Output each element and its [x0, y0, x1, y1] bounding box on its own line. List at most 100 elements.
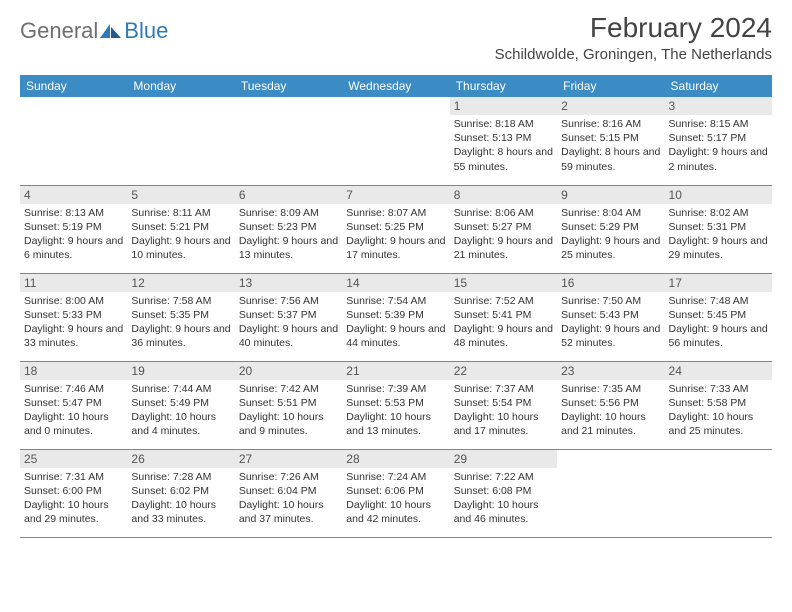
day-header: Sunday: [20, 75, 127, 97]
day-data: Sunrise: 8:02 AMSunset: 5:31 PMDaylight:…: [665, 204, 772, 265]
day-cell: 17Sunrise: 7:48 AMSunset: 5:45 PMDayligh…: [665, 273, 772, 361]
day-cell: [665, 449, 772, 537]
week-row: 18Sunrise: 7:46 AMSunset: 5:47 PMDayligh…: [20, 361, 772, 449]
day-cell: 2Sunrise: 8:16 AMSunset: 5:15 PMDaylight…: [557, 97, 664, 185]
day-number: 8: [450, 186, 557, 204]
day-number: 21: [342, 362, 449, 380]
day-cell: 8Sunrise: 8:06 AMSunset: 5:27 PMDaylight…: [450, 185, 557, 273]
day-header: Saturday: [665, 75, 772, 97]
day-number: 18: [20, 362, 127, 380]
day-number: 15: [450, 274, 557, 292]
day-cell: [235, 97, 342, 185]
day-cell: 11Sunrise: 8:00 AMSunset: 5:33 PMDayligh…: [20, 273, 127, 361]
day-data: Sunrise: 7:33 AMSunset: 5:58 PMDaylight:…: [665, 380, 772, 441]
day-cell: 25Sunrise: 7:31 AMSunset: 6:00 PMDayligh…: [20, 449, 127, 537]
day-number: 6: [235, 186, 342, 204]
day-number: 22: [450, 362, 557, 380]
day-data: Sunrise: 8:18 AMSunset: 5:13 PMDaylight:…: [450, 115, 557, 176]
day-cell: 5Sunrise: 8:11 AMSunset: 5:21 PMDaylight…: [127, 185, 234, 273]
day-data: Sunrise: 7:28 AMSunset: 6:02 PMDaylight:…: [127, 468, 234, 529]
logo: General Blue: [20, 18, 168, 44]
day-number: 1: [450, 97, 557, 115]
location-text: Schildwolde, Groningen, The Netherlands: [495, 46, 772, 63]
day-number: 4: [20, 186, 127, 204]
day-cell: 3Sunrise: 8:15 AMSunset: 5:17 PMDaylight…: [665, 97, 772, 185]
day-cell: 27Sunrise: 7:26 AMSunset: 6:04 PMDayligh…: [235, 449, 342, 537]
day-data: Sunrise: 8:16 AMSunset: 5:15 PMDaylight:…: [557, 115, 664, 176]
day-cell: 21Sunrise: 7:39 AMSunset: 5:53 PMDayligh…: [342, 361, 449, 449]
day-data: Sunrise: 7:44 AMSunset: 5:49 PMDaylight:…: [127, 380, 234, 441]
day-data: Sunrise: 8:00 AMSunset: 5:33 PMDaylight:…: [20, 292, 127, 353]
day-cell: 24Sunrise: 7:33 AMSunset: 5:58 PMDayligh…: [665, 361, 772, 449]
day-data: Sunrise: 7:39 AMSunset: 5:53 PMDaylight:…: [342, 380, 449, 441]
day-number: 2: [557, 97, 664, 115]
day-data: Sunrise: 7:56 AMSunset: 5:37 PMDaylight:…: [235, 292, 342, 353]
day-data: Sunrise: 7:26 AMSunset: 6:04 PMDaylight:…: [235, 468, 342, 529]
day-cell: [557, 449, 664, 537]
day-data: Sunrise: 7:50 AMSunset: 5:43 PMDaylight:…: [557, 292, 664, 353]
day-header: Friday: [557, 75, 664, 97]
logo-text-blue: Blue: [124, 18, 168, 44]
day-data: Sunrise: 7:22 AMSunset: 6:08 PMDaylight:…: [450, 468, 557, 529]
week-row: 4Sunrise: 8:13 AMSunset: 5:19 PMDaylight…: [20, 185, 772, 273]
day-data: Sunrise: 7:48 AMSunset: 5:45 PMDaylight:…: [665, 292, 772, 353]
day-data: Sunrise: 7:42 AMSunset: 5:51 PMDaylight:…: [235, 380, 342, 441]
day-data: Sunrise: 7:37 AMSunset: 5:54 PMDaylight:…: [450, 380, 557, 441]
day-data: Sunrise: 7:46 AMSunset: 5:47 PMDaylight:…: [20, 380, 127, 441]
day-data: Sunrise: 8:15 AMSunset: 5:17 PMDaylight:…: [665, 115, 772, 176]
day-cell: 15Sunrise: 7:52 AMSunset: 5:41 PMDayligh…: [450, 273, 557, 361]
header: General Blue February 2024 Schildwolde, …: [0, 0, 792, 69]
day-data: Sunrise: 8:06 AMSunset: 5:27 PMDaylight:…: [450, 204, 557, 265]
day-number: 3: [665, 97, 772, 115]
calendar-table: SundayMondayTuesdayWednesdayThursdayFrid…: [20, 75, 772, 538]
day-number: 12: [127, 274, 234, 292]
day-cell: 14Sunrise: 7:54 AMSunset: 5:39 PMDayligh…: [342, 273, 449, 361]
day-data: Sunrise: 7:54 AMSunset: 5:39 PMDaylight:…: [342, 292, 449, 353]
day-cell: 28Sunrise: 7:24 AMSunset: 6:06 PMDayligh…: [342, 449, 449, 537]
day-number: 25: [20, 450, 127, 468]
logo-triangle-icon: [100, 22, 122, 40]
day-data: Sunrise: 7:24 AMSunset: 6:06 PMDaylight:…: [342, 468, 449, 529]
day-number: 16: [557, 274, 664, 292]
week-row: 11Sunrise: 8:00 AMSunset: 5:33 PMDayligh…: [20, 273, 772, 361]
day-number: 13: [235, 274, 342, 292]
day-data: Sunrise: 7:31 AMSunset: 6:00 PMDaylight:…: [20, 468, 127, 529]
day-number: 28: [342, 450, 449, 468]
day-number: 29: [450, 450, 557, 468]
day-number: 7: [342, 186, 449, 204]
logo-text-general: General: [20, 18, 98, 44]
day-number: 9: [557, 186, 664, 204]
day-data: Sunrise: 8:07 AMSunset: 5:25 PMDaylight:…: [342, 204, 449, 265]
day-number: 10: [665, 186, 772, 204]
day-number: 19: [127, 362, 234, 380]
day-number: 14: [342, 274, 449, 292]
day-data: Sunrise: 8:13 AMSunset: 5:19 PMDaylight:…: [20, 204, 127, 265]
title-block: February 2024 Schildwolde, Groningen, Th…: [495, 12, 772, 63]
day-cell: 1Sunrise: 8:18 AMSunset: 5:13 PMDaylight…: [450, 97, 557, 185]
week-row: 1Sunrise: 8:18 AMSunset: 5:13 PMDaylight…: [20, 97, 772, 185]
day-cell: [127, 97, 234, 185]
day-header: Thursday: [450, 75, 557, 97]
day-header: Wednesday: [342, 75, 449, 97]
day-cell: 6Sunrise: 8:09 AMSunset: 5:23 PMDaylight…: [235, 185, 342, 273]
day-cell: 22Sunrise: 7:37 AMSunset: 5:54 PMDayligh…: [450, 361, 557, 449]
day-number: 26: [127, 450, 234, 468]
day-cell: 26Sunrise: 7:28 AMSunset: 6:02 PMDayligh…: [127, 449, 234, 537]
day-data: Sunrise: 7:58 AMSunset: 5:35 PMDaylight:…: [127, 292, 234, 353]
day-header: Monday: [127, 75, 234, 97]
day-header-row: SundayMondayTuesdayWednesdayThursdayFrid…: [20, 75, 772, 97]
day-cell: 13Sunrise: 7:56 AMSunset: 5:37 PMDayligh…: [235, 273, 342, 361]
day-cell: 20Sunrise: 7:42 AMSunset: 5:51 PMDayligh…: [235, 361, 342, 449]
day-cell: 19Sunrise: 7:44 AMSunset: 5:49 PMDayligh…: [127, 361, 234, 449]
day-number: 20: [235, 362, 342, 380]
day-cell: 10Sunrise: 8:02 AMSunset: 5:31 PMDayligh…: [665, 185, 772, 273]
day-cell: 23Sunrise: 7:35 AMSunset: 5:56 PMDayligh…: [557, 361, 664, 449]
day-cell: 16Sunrise: 7:50 AMSunset: 5:43 PMDayligh…: [557, 273, 664, 361]
day-cell: 7Sunrise: 8:07 AMSunset: 5:25 PMDaylight…: [342, 185, 449, 273]
day-cell: [20, 97, 127, 185]
day-cell: 4Sunrise: 8:13 AMSunset: 5:19 PMDaylight…: [20, 185, 127, 273]
day-number: 17: [665, 274, 772, 292]
day-cell: 9Sunrise: 8:04 AMSunset: 5:29 PMDaylight…: [557, 185, 664, 273]
week-row: 25Sunrise: 7:31 AMSunset: 6:00 PMDayligh…: [20, 449, 772, 537]
page-title: February 2024: [495, 12, 772, 44]
